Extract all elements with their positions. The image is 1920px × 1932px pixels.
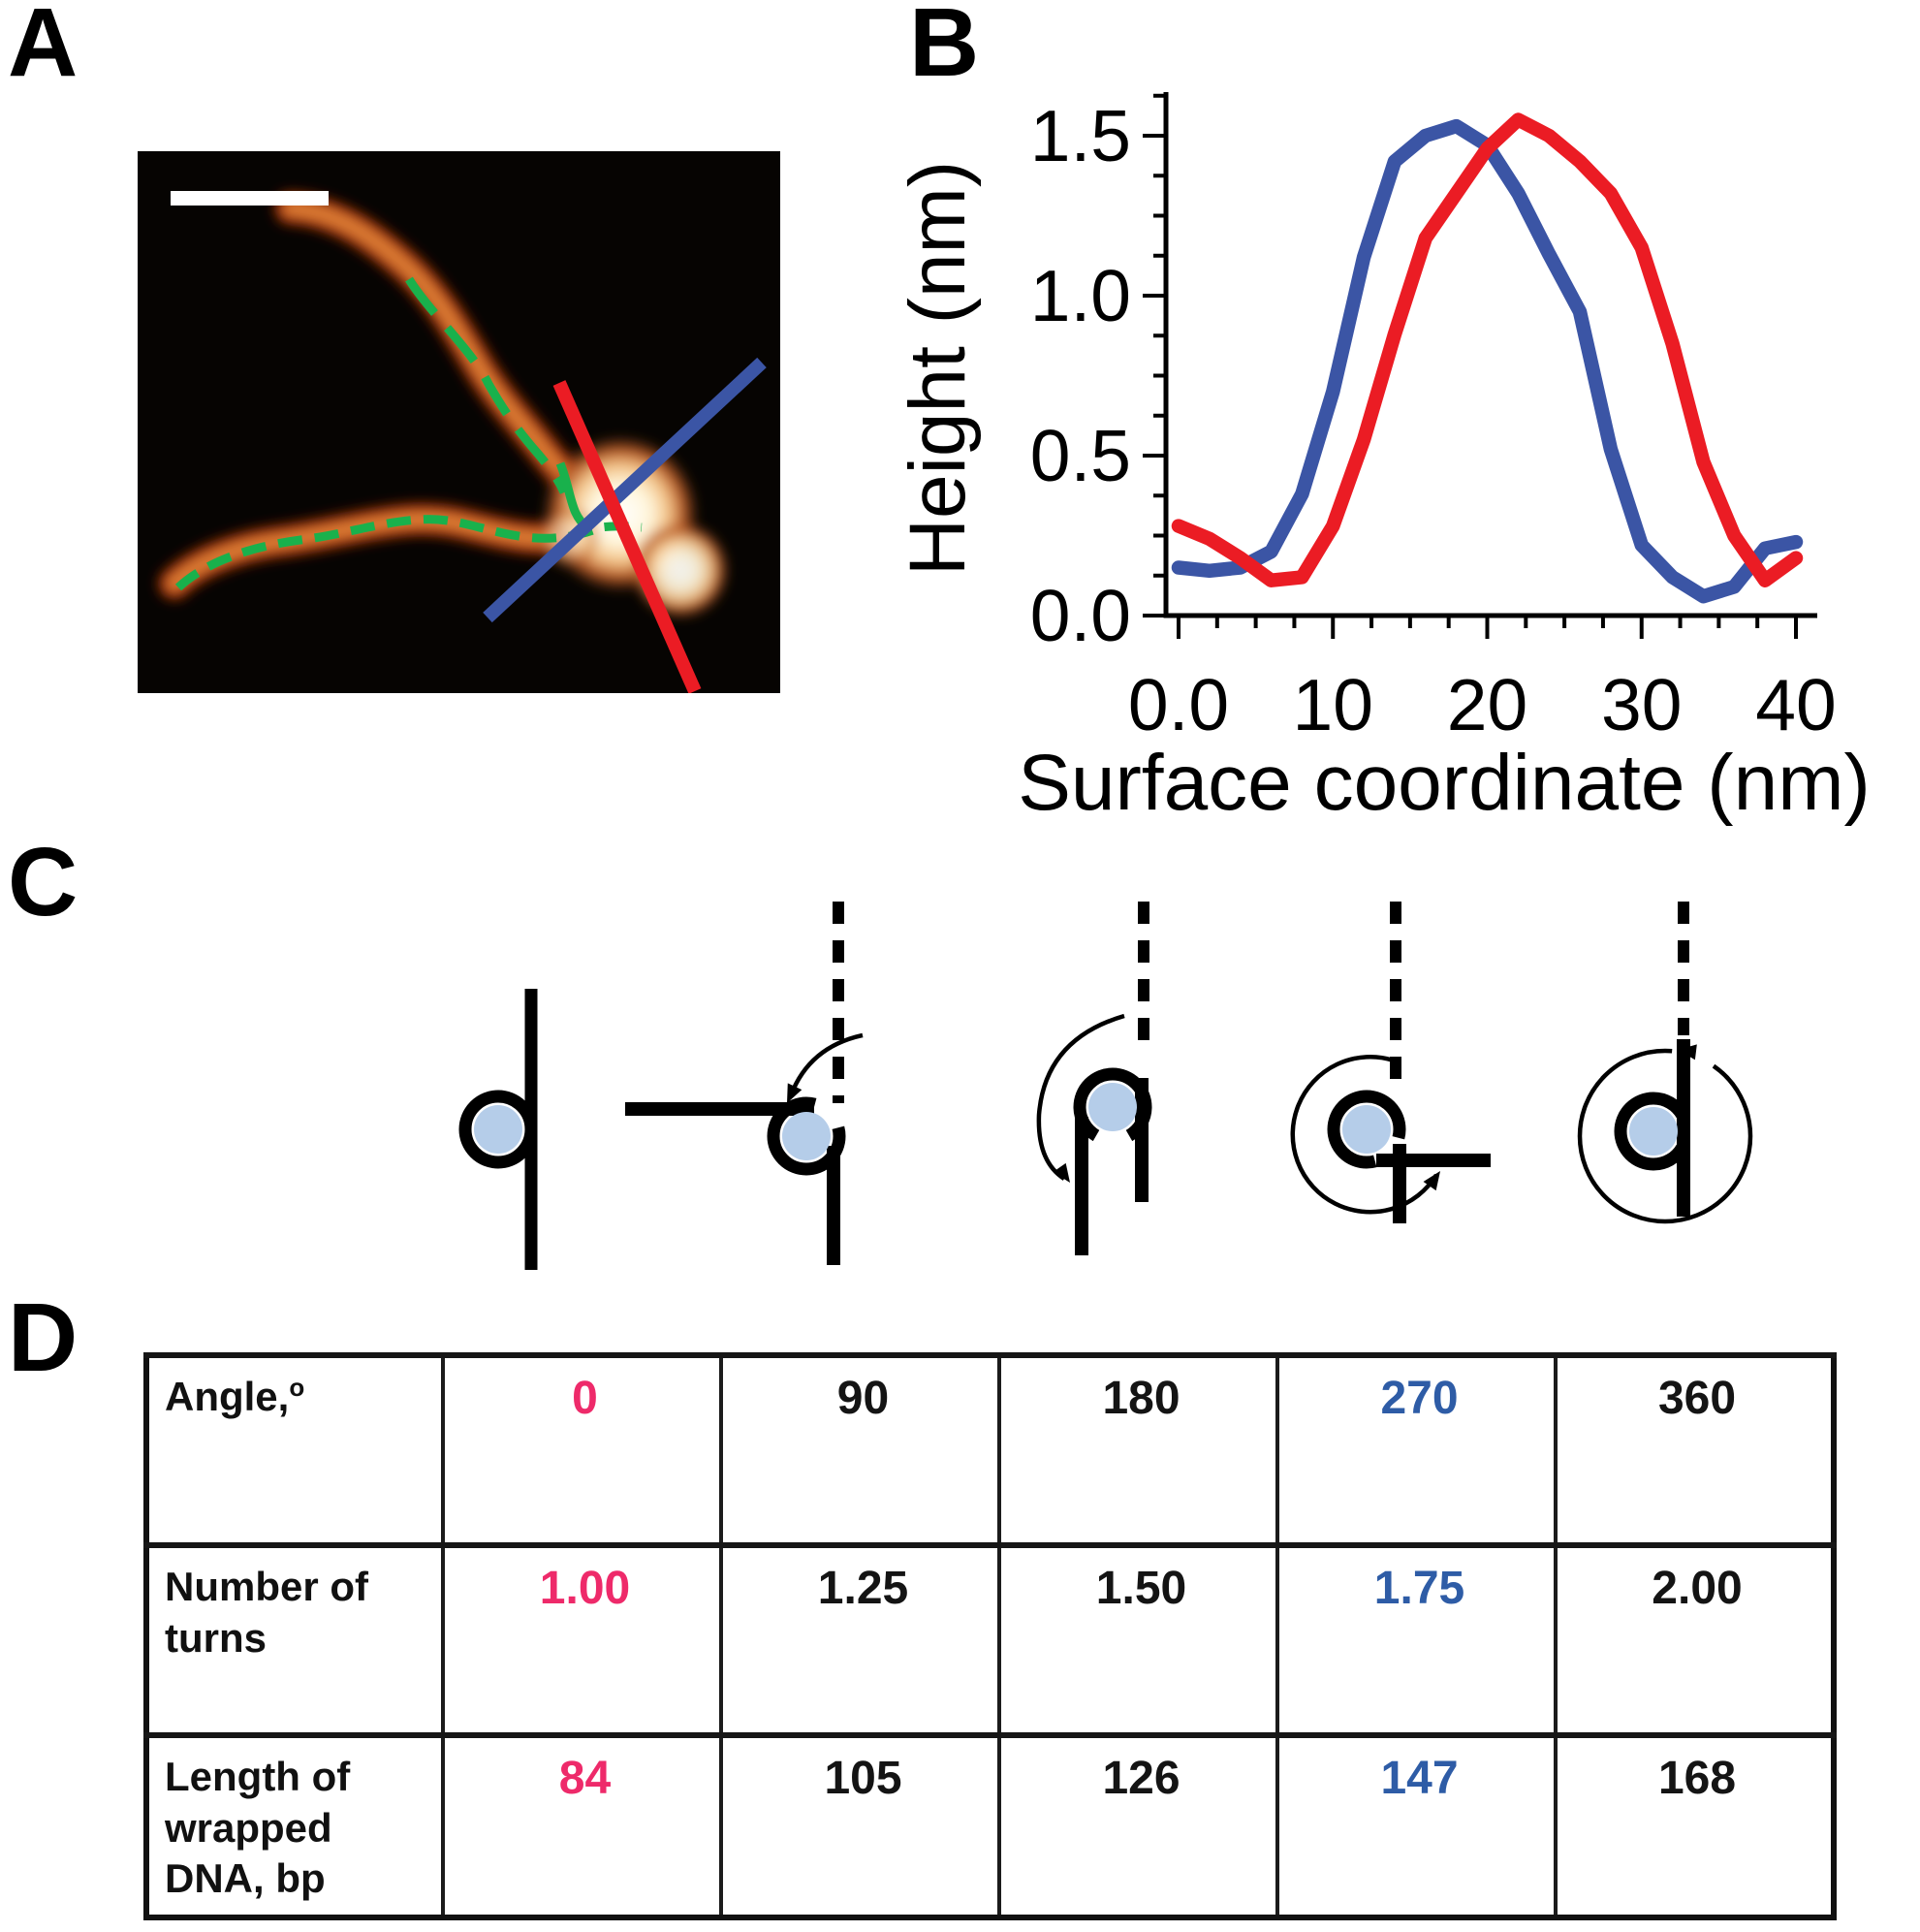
afm-image — [138, 151, 780, 693]
table-cell: 1.25 — [719, 1543, 1001, 1737]
wrapping-schematic-180deg — [1036, 902, 1152, 1255]
table-row-angle: Angle,o 0 90 180 270 360 — [144, 1353, 1836, 1547]
chart-axes — [1163, 92, 1817, 618]
y-tick-label: 0.5 — [1030, 415, 1131, 496]
table-cell: 2.00 — [1554, 1543, 1836, 1737]
table-cell: 105 — [719, 1733, 1001, 1919]
panel-b-label: B — [909, 0, 980, 97]
table-cell: 180 — [997, 1353, 1279, 1547]
x-tick-label: 40 — [1755, 664, 1836, 745]
table-cell: 1.75 — [1275, 1543, 1558, 1737]
red-cross-section-line — [552, 380, 702, 693]
nucleosome-icon — [782, 1112, 831, 1160]
wrapping-schematic-90deg — [625, 902, 864, 1265]
x-tick-label: 20 — [1447, 664, 1527, 745]
table-cell: 90 — [719, 1353, 1001, 1547]
x-tick-label: 0.0 — [1128, 664, 1229, 745]
table-cell: 1.00 — [441, 1543, 723, 1737]
scale-bar — [171, 191, 329, 206]
nucleosome-icon — [1088, 1083, 1137, 1131]
panel-d-label: D — [8, 1283, 79, 1392]
y-tick-label: 0.0 — [1030, 575, 1131, 656]
rotation-arrowhead-icon — [1423, 1171, 1440, 1191]
nucleosome-wrap-icon — [767, 1096, 846, 1176]
table-row-length: Length of wrapped DNA, bp 84 105 126 147… — [144, 1733, 1836, 1919]
profile-curve-blue — [1171, 118, 1804, 604]
panel-c-label: C — [8, 828, 79, 936]
rotation-arrowhead-icon — [1678, 1044, 1697, 1061]
row-label-turns: Number of turns — [144, 1543, 445, 1737]
wrapping-schematic-360deg — [1577, 902, 1753, 1224]
profile-curve-red — [1171, 112, 1804, 587]
rotation-arrow-icon — [788, 1032, 864, 1096]
table-cell: 0 — [441, 1353, 723, 1547]
table-cell: 270 — [1275, 1353, 1558, 1547]
rotation-arrowhead-icon — [1053, 1162, 1070, 1183]
table-cell: 360 — [1554, 1353, 1836, 1547]
y-tick-label: 1.5 — [1030, 95, 1131, 176]
x-axis-label: Surface coordinate (nm) — [1018, 739, 1871, 827]
nucleosome-wrap-icon — [1614, 1092, 1693, 1171]
blue-cross-section-line — [483, 357, 767, 623]
row-label-length: Length of wrapped DNA, bp — [144, 1733, 445, 1919]
height-profile-chart: 1.5 1.0 0.5 0.00.0 10 20 30 40 Height (nm) Surfac… — [901, 92, 1871, 827]
dna-trace-upper-dashed — [405, 276, 569, 494]
table-cell: 168 — [1554, 1733, 1836, 1919]
table-cell: 1.50 — [997, 1543, 1279, 1737]
nucleosome-wrap-icon — [1327, 1090, 1406, 1169]
rotation-arrow-icon — [1290, 1055, 1438, 1215]
wrapping-parameters-table: Angle,o 0 90 180 270 360 Number of turns… — [143, 1352, 1837, 1920]
rotation-arrowhead-icon — [787, 1083, 803, 1103]
nucleosome-wrap-icon — [1073, 1067, 1152, 1147]
nucleosome-wrap-icon — [458, 1090, 538, 1169]
x-tick-label: 30 — [1601, 664, 1682, 745]
wrapping-schematic-270deg — [1290, 902, 1491, 1223]
table-cell: 126 — [997, 1733, 1279, 1919]
y-tick-label: 1.0 — [1030, 255, 1131, 336]
nucleosome-icon — [1629, 1107, 1678, 1156]
x-tick-label: 10 — [1293, 664, 1373, 745]
rotation-arrow-icon — [1577, 1048, 1753, 1224]
nucleosome-icon — [1342, 1105, 1391, 1154]
table-row-turns: Number of turns 1.00 1.25 1.50 1.75 2.00 — [144, 1543, 1836, 1737]
rotation-arrow-icon — [1036, 1013, 1125, 1181]
panel-a-label: A — [8, 0, 79, 97]
table-cell: 147 — [1275, 1733, 1558, 1919]
table-cell: 84 — [441, 1733, 723, 1919]
dna-trace-lower-dashed — [174, 515, 643, 591]
row-label-angle: Angle,o — [144, 1353, 445, 1547]
y-axis-label: Height (nm) — [901, 161, 982, 576]
nucleosome-icon — [474, 1105, 522, 1154]
wrapping-schematic-0deg — [458, 989, 538, 1270]
